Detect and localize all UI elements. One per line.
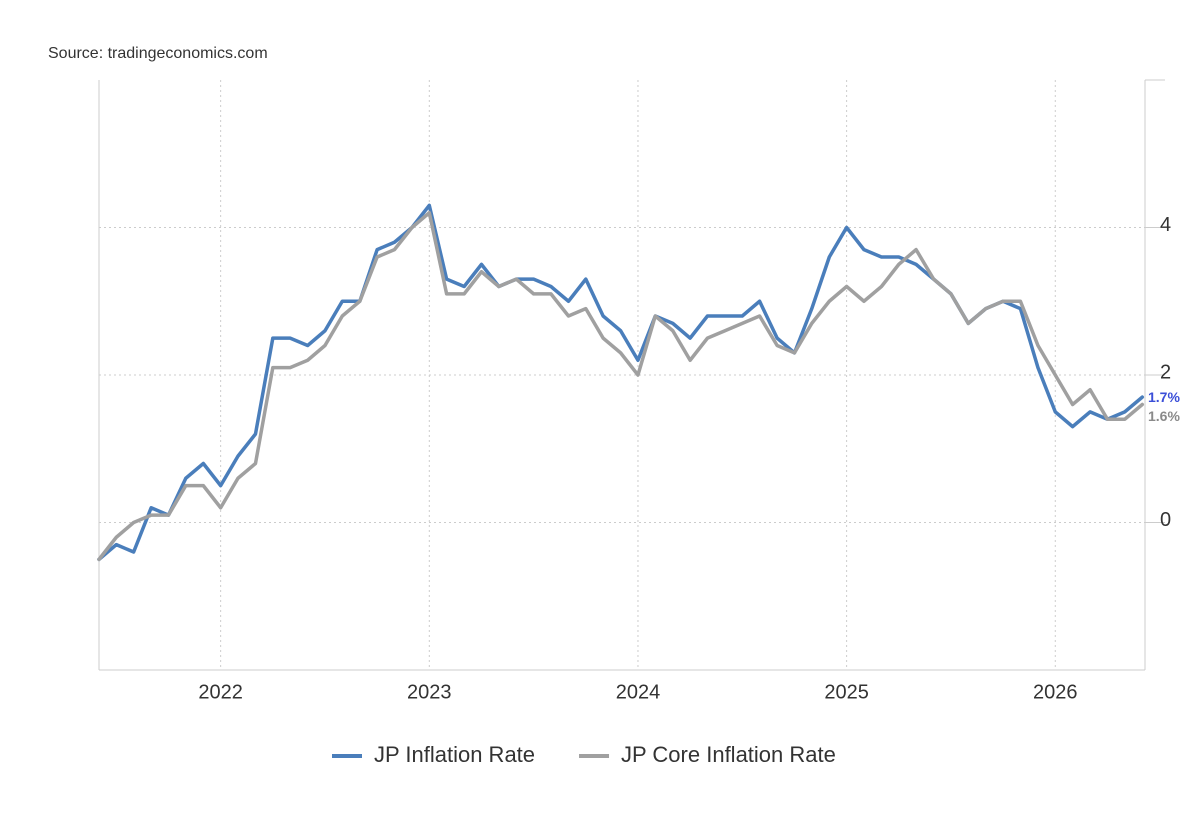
y-tick-label: 2 bbox=[1160, 361, 1171, 383]
value-label: 1.6% bbox=[1148, 408, 1180, 424]
x-tick-label: 2024 bbox=[616, 681, 661, 703]
source: Source: tradingeconomics.com bbox=[48, 45, 268, 62]
series-line bbox=[97, 203, 1145, 562]
x-tick-label: 2025 bbox=[824, 681, 869, 703]
x-tick-label: 2023 bbox=[407, 681, 452, 703]
y-tick-label: 0 bbox=[1160, 509, 1171, 531]
legend-label: JP Core Inflation Rate bbox=[621, 742, 836, 767]
value-label: 1.7% bbox=[1148, 389, 1180, 405]
series-line bbox=[97, 211, 1145, 562]
y-tick-label: 4 bbox=[1160, 214, 1171, 236]
legend-label: JP Inflation Rate bbox=[374, 742, 535, 767]
x-tick-label: 2026 bbox=[1033, 681, 1078, 703]
x-tick-label: 2022 bbox=[198, 681, 243, 703]
